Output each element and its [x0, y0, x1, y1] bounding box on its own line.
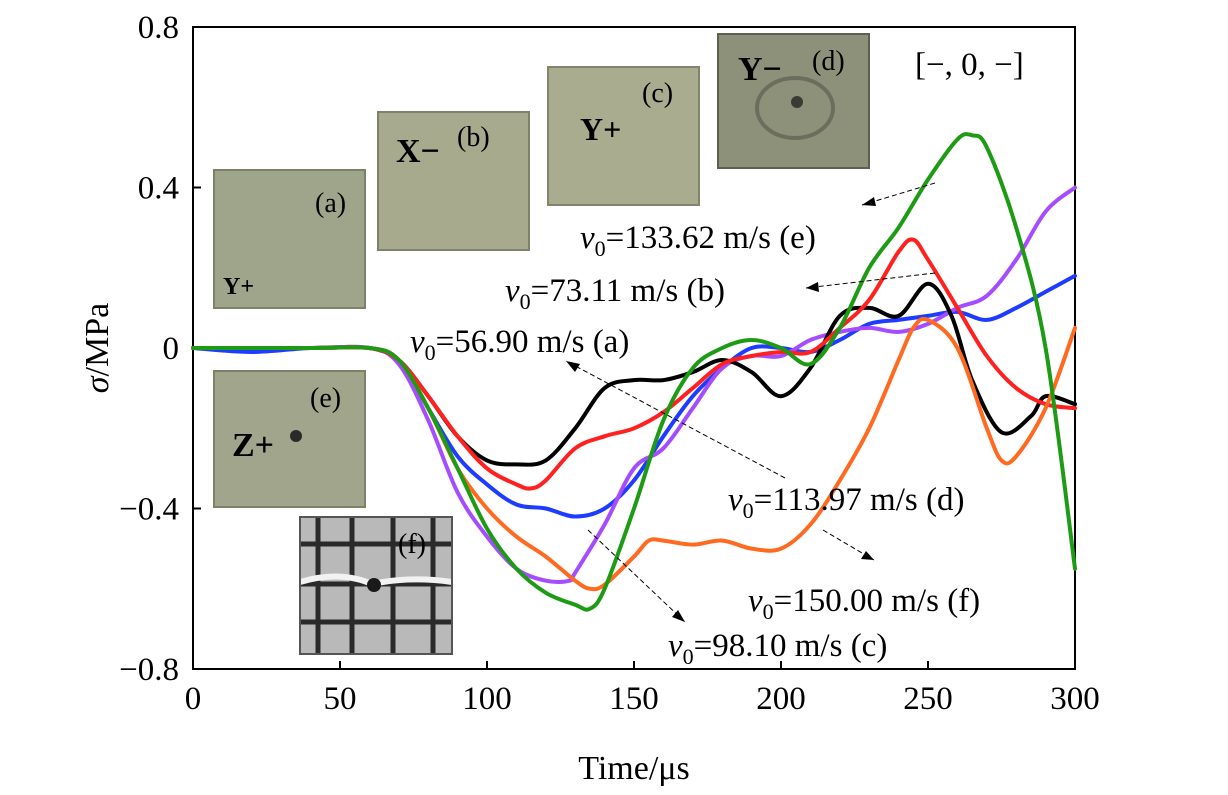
- corner-label: [−, 0, −]: [915, 47, 1024, 83]
- inset-photo-d: Y− (d): [717, 33, 870, 169]
- photo-mark-a: Y+: [223, 274, 254, 300]
- annotation-d-v: v: [728, 482, 743, 518]
- photo-mark-e: Z+: [232, 427, 274, 464]
- photo-label-c: (c): [642, 78, 673, 109]
- annotation-a: v0=56.90 m/s (a): [410, 324, 629, 365]
- annotation-c-sub: 0: [683, 644, 694, 669]
- inset-photo-c: Y+ (c): [547, 66, 700, 206]
- y-tick-label: 0.8: [138, 10, 179, 46]
- arrow-a: [565, 360, 786, 479]
- inset-photo-a: Y+ (a): [213, 169, 366, 309]
- annotation-arrows: [565, 182, 936, 623]
- x-axis-title: Time/μs: [578, 750, 689, 787]
- y-axis-symbol: σ: [79, 375, 116, 393]
- photo-mark-b: X−: [396, 133, 440, 170]
- arrow-e: [861, 182, 936, 206]
- y-axis-title: σ/MPa: [79, 303, 116, 393]
- photo-mark-d: Y−: [738, 51, 782, 88]
- photo-mark-c: Y+: [580, 111, 621, 147]
- x-tick-label: 250: [903, 681, 953, 717]
- arrow-b: [805, 272, 936, 289]
- annotation-b-sub: 0: [520, 289, 531, 314]
- photo-label-f: (f): [398, 529, 426, 560]
- photo-label-e: (e): [310, 383, 341, 414]
- annotation-b-text: =73.11 m/s (b): [531, 273, 725, 309]
- photo-label-a: (a): [315, 188, 346, 219]
- inset-photo-f: (f): [299, 516, 453, 655]
- annotation-e-sub: 0: [595, 236, 606, 261]
- annotation-d-text: =113.97 m/s (d): [754, 482, 965, 518]
- annotation-c-text: =98.10 m/s (c): [694, 628, 888, 664]
- y-tick-label: −0.8: [119, 652, 179, 688]
- y-tick-label: 0.4: [138, 171, 179, 207]
- annotation-e: v0=133.62 m/s (e): [580, 220, 816, 261]
- x-tick-label: 300: [1050, 681, 1100, 717]
- annotation-b-v: v: [505, 273, 520, 309]
- x-tick-label: 50: [324, 681, 357, 717]
- series-line-d: [191, 185, 1077, 584]
- photo-label-b: (b): [457, 122, 490, 153]
- annotation-f-v: v: [748, 583, 763, 619]
- annotation-c: v0=98.10 m/s (c): [668, 628, 887, 669]
- annotation-e-text: =133.62 m/s (e): [606, 220, 816, 256]
- y-axis-unit: /MPa: [79, 303, 116, 377]
- axis-ticks: 0 50 100 150 200 250 300 −0.8 −0.4 0 0.4 0.8: [119, 10, 1100, 717]
- photo-label-d: (d): [812, 46, 845, 77]
- x-tick-label: 200: [756, 681, 806, 717]
- annotation-a-sub: 0: [425, 340, 436, 365]
- inset-photo-e: Z+ (e): [213, 370, 366, 508]
- arrow-c: [587, 529, 686, 623]
- y-tick-label: 0: [163, 331, 180, 367]
- inset-photo-b: X− (b): [377, 111, 530, 251]
- annotation-c-v: v: [668, 628, 683, 664]
- x-tick-label: 150: [609, 681, 659, 717]
- series-line-b: [191, 237, 1077, 491]
- annotation-a-v: v: [410, 324, 425, 360]
- x-tick-label: 0: [185, 681, 202, 717]
- annotation-f-sub: 0: [763, 599, 774, 624]
- annotation-d-sub: 0: [743, 498, 754, 523]
- x-tick-label: 100: [462, 681, 512, 717]
- annotation-a-text: =56.90 m/s (a): [436, 324, 630, 360]
- y-tick-label: −0.4: [119, 492, 179, 528]
- annotation-e-v: v: [580, 220, 595, 256]
- annotation-f: v0=150.00 m/s (f): [748, 583, 980, 624]
- annotation-d: v0=113.97 m/s (d): [728, 482, 964, 523]
- series-line-e: [191, 132, 1077, 612]
- annotation-f-text: =150.00 m/s (f): [774, 583, 981, 619]
- annotation-b: v0=73.11 m/s (b): [505, 273, 725, 314]
- series-layer: [191, 132, 1077, 612]
